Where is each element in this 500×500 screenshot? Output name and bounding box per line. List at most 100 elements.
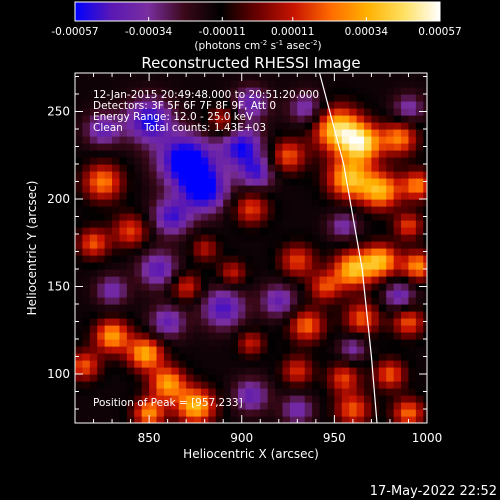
heatmap-cell [156,192,165,200]
heatmap-cell [304,157,313,165]
heatmap-cell [119,178,128,186]
heatmap-cell [82,94,91,102]
heatmap-cell [126,234,135,242]
heatmap-cell [238,220,247,228]
heatmap-cell [289,276,298,284]
heatmap-cell [193,192,202,200]
heatmap-cell [104,241,113,249]
heatmap-cell [319,332,328,340]
heatmap-cell [282,241,291,249]
heatmap-cell [415,297,424,305]
heatmap-cell [75,220,84,228]
heatmap-cell [245,325,254,333]
heatmap-cell [260,290,269,298]
heatmap-cell [126,395,135,403]
heatmap-cell [297,283,306,291]
heatmap-cell [304,346,313,354]
heatmap-cell [238,255,247,263]
heatmap-cell [401,332,410,340]
heatmap-cell [141,395,150,403]
heatmap-cell [119,185,128,193]
heatmap-cell [112,346,121,354]
heatmap-cell [282,192,291,200]
heatmap-cell [178,171,187,179]
heatmap-cell [245,115,254,123]
heatmap-cell [186,332,195,340]
heatmap-cell [89,248,98,256]
heatmap-cell [408,150,417,158]
heatmap-cell [149,304,158,312]
heatmap-cell [252,297,261,305]
heatmap-cell [245,234,254,242]
heatmap-cell [141,73,150,81]
heatmap-cell [208,157,217,165]
heatmap-cell [408,269,417,277]
heatmap-cell [245,339,254,347]
heatmap-cell [364,87,373,95]
heatmap-cell [364,192,373,200]
heatmap-cell [304,143,313,151]
heatmap-cell [289,143,298,151]
heatmap-cell [356,332,365,340]
heatmap-cell [408,311,417,319]
heatmap-cell [319,213,328,221]
heatmap-cell [393,227,402,235]
heatmap-cell [238,199,247,207]
heatmap-cell [112,304,121,312]
heatmap-cell [104,108,113,116]
heatmap-cell [393,87,402,95]
heatmap-cell [215,101,224,109]
heatmap-cell [252,269,261,277]
heatmap-cell [260,353,269,361]
heatmap-cell [319,171,328,179]
heatmap-cell [75,143,84,151]
heatmap-cell [297,325,306,333]
heatmap-cell [304,311,313,319]
heatmap-cell [89,283,98,291]
heatmap-cell [334,185,343,193]
heatmap-cell [97,283,106,291]
heatmap-cell [89,192,98,200]
heatmap-cell [126,325,135,333]
heatmap-cell [245,143,254,151]
heatmap-cell [423,395,427,403]
heatmap-cell [371,234,380,242]
heatmap-cell [423,150,427,158]
heatmap-cell [252,388,261,396]
heatmap-cell [193,388,202,396]
heatmap-cell [326,136,335,144]
heatmap-cell [423,94,427,102]
heatmap-cell [282,255,291,263]
heatmap-cell [82,290,91,298]
heatmap-cell [252,192,261,200]
heatmap-cell [304,318,313,326]
heatmap-cell [297,122,306,130]
heatmap-cell [415,381,424,389]
heatmap-cell [252,241,261,249]
heatmap-cell [89,178,98,186]
heatmap-cell [104,157,113,165]
heatmap-cell [408,395,417,403]
heatmap-cell [289,395,298,403]
heatmap-cell [82,402,91,410]
heatmap-cell [356,269,365,277]
heatmap-cell [193,346,202,354]
heatmap-cell [215,353,224,361]
annotation-peak: Position of Peak = [957,233] [93,397,243,409]
heatmap-cell [415,276,424,284]
heatmap-cell [193,360,202,368]
heatmap-cell [126,178,135,186]
heatmap-cell [408,276,417,284]
heatmap-cell [260,360,269,368]
heatmap-cell [134,206,143,214]
heatmap-cell [371,262,380,270]
heatmap-cell [408,101,417,109]
heatmap-cell [378,220,387,228]
heatmap-cell [356,227,365,235]
heatmap-cell [319,150,328,158]
heatmap-cell [82,409,91,417]
heatmap-cell [186,136,195,144]
heatmap-cell [356,304,365,312]
heatmap-cell [223,255,232,263]
heatmap-cell [289,150,298,158]
